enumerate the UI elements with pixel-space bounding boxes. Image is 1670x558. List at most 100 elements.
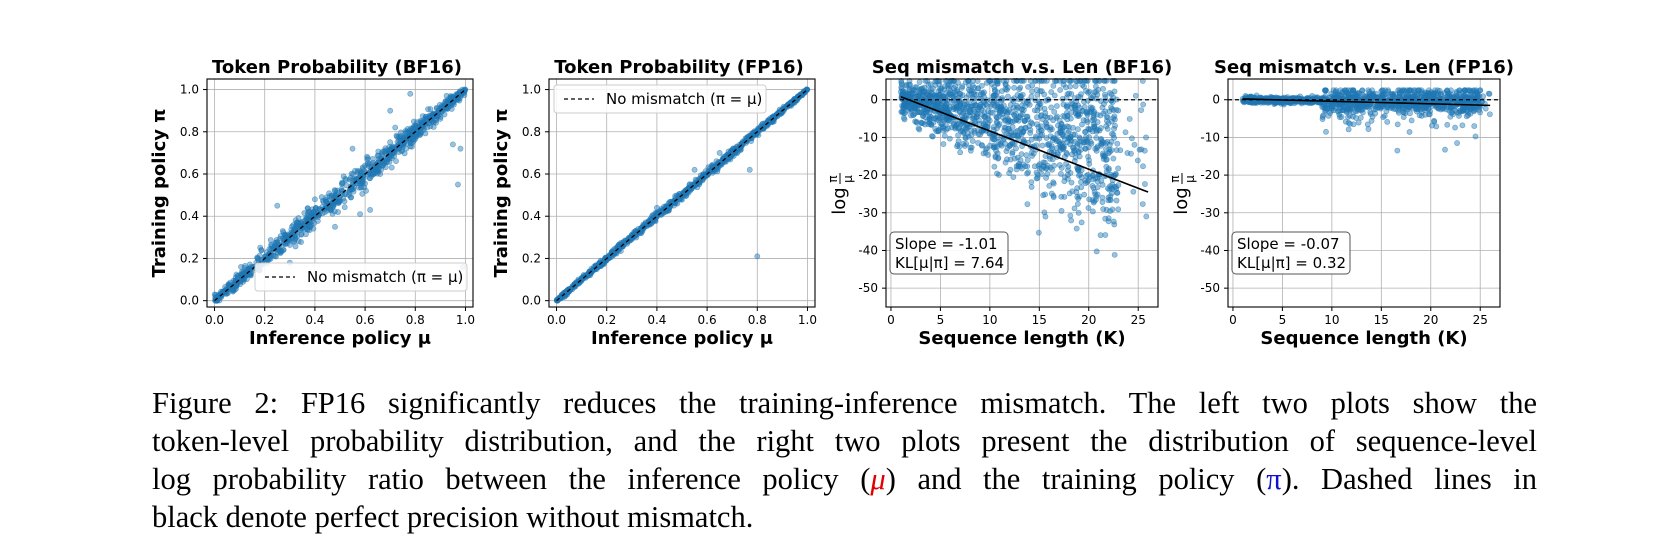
- data-point: [370, 159, 376, 166]
- x-tick-label: 0.4: [305, 313, 324, 327]
- data-point: [921, 88, 928, 95]
- data-point: [1431, 117, 1438, 124]
- data-point: [419, 113, 426, 119]
- x-tick-label: 0.6: [698, 313, 717, 327]
- data-point: [1353, 115, 1359, 121]
- y-axis-label: Training policy π: [491, 109, 512, 278]
- data-point: [989, 135, 996, 142]
- x-tick-label: 1.0: [798, 313, 817, 327]
- data-point: [1323, 106, 1330, 112]
- data-point: [1086, 196, 1093, 203]
- data-point: [1057, 147, 1064, 153]
- data-point: [1329, 104, 1336, 111]
- data-point: [1083, 87, 1089, 94]
- data-point: [244, 276, 250, 283]
- data-point: [377, 171, 384, 177]
- data-point: [978, 95, 984, 102]
- data-point: [1467, 87, 1474, 94]
- data-point: [1093, 134, 1100, 141]
- x-tick-label: 25: [1131, 313, 1146, 327]
- caption-line-2: token-level probability distribution, an…: [152, 424, 1537, 458]
- data-point: [1351, 95, 1357, 102]
- data-point: [292, 243, 299, 250]
- data-point: [355, 184, 362, 191]
- data-point: [903, 91, 910, 98]
- data-point: [1065, 163, 1072, 170]
- data-point: [1058, 164, 1065, 171]
- data-point: [1078, 219, 1085, 226]
- data-point: [968, 90, 975, 97]
- x-tick-label: 0.0: [547, 313, 566, 327]
- kl-text: KL[μ|π] = 0.32: [1237, 254, 1346, 272]
- svg-text:μ: μ: [1183, 175, 1197, 183]
- data-point: [1090, 199, 1097, 206]
- data-point: [947, 82, 953, 89]
- x-tick-label: 15: [1374, 313, 1389, 327]
- data-point: [935, 128, 942, 134]
- data-point: [1397, 90, 1403, 97]
- x-tick-label: 1.0: [456, 313, 475, 327]
- data-point: [280, 229, 287, 236]
- data-point: [1009, 149, 1016, 156]
- data-point: [994, 119, 1001, 126]
- y-tick-label: -10: [1200, 130, 1220, 144]
- data-point: [991, 163, 998, 170]
- data-point: [1058, 120, 1065, 127]
- data-point: [414, 119, 420, 126]
- data-point: [1024, 201, 1031, 208]
- data-point: [407, 140, 414, 147]
- data-point: [1010, 174, 1017, 180]
- x-tick-label: 20: [1081, 313, 1096, 327]
- data-point: [1017, 157, 1024, 163]
- data-point: [1025, 83, 1032, 90]
- data-point: [985, 151, 991, 158]
- data-point: [1018, 151, 1025, 158]
- data-point: [1112, 122, 1118, 129]
- data-point: [631, 230, 638, 236]
- data-point: [1002, 140, 1008, 147]
- data-point: [934, 99, 940, 106]
- data-point: [335, 209, 341, 215]
- data-point: [1105, 194, 1112, 201]
- data-point: [992, 153, 999, 159]
- data-point: [982, 101, 989, 108]
- x-tick-label: 10: [982, 313, 997, 327]
- data-point: [1066, 128, 1072, 134]
- data-point: [364, 161, 371, 168]
- data-point: [1130, 188, 1137, 195]
- data-point: [1099, 104, 1106, 111]
- data-point: [1013, 111, 1019, 118]
- data-point: [1007, 141, 1014, 148]
- panel-title: Seq mismatch v.s. Len (FP16): [1214, 57, 1514, 78]
- data-point: [1103, 146, 1109, 152]
- data-point: [1050, 179, 1057, 186]
- data-point: [1002, 81, 1009, 87]
- y-axis-label: Training policy π: [149, 109, 170, 278]
- data-point: [654, 204, 660, 211]
- data-point: [1345, 126, 1352, 133]
- data-point: [295, 238, 302, 245]
- data-point: [1021, 117, 1028, 124]
- data-point: [1485, 90, 1492, 97]
- data-point: [1043, 135, 1050, 141]
- data-point: [990, 92, 997, 99]
- slope-text: Slope = -0.07: [1237, 235, 1340, 253]
- y-tick-label: 0.6: [522, 167, 541, 181]
- data-point: [900, 109, 906, 115]
- data-point: [1109, 186, 1116, 192]
- data-point: [298, 231, 305, 238]
- x-tick-label: 10: [1324, 313, 1339, 327]
- data-point: [1359, 87, 1365, 94]
- data-point: [1038, 112, 1045, 119]
- data-point: [941, 102, 948, 109]
- data-point: [338, 186, 345, 192]
- data-point: [912, 84, 919, 91]
- data-point: [364, 153, 370, 160]
- kl-text: KL[μ|π] = 7.64: [895, 254, 1004, 272]
- data-point: [925, 82, 932, 88]
- data-point: [1112, 171, 1119, 178]
- data-point: [961, 113, 968, 120]
- data-point: [1028, 179, 1035, 185]
- data-point: [392, 124, 399, 131]
- data-point: [332, 223, 338, 230]
